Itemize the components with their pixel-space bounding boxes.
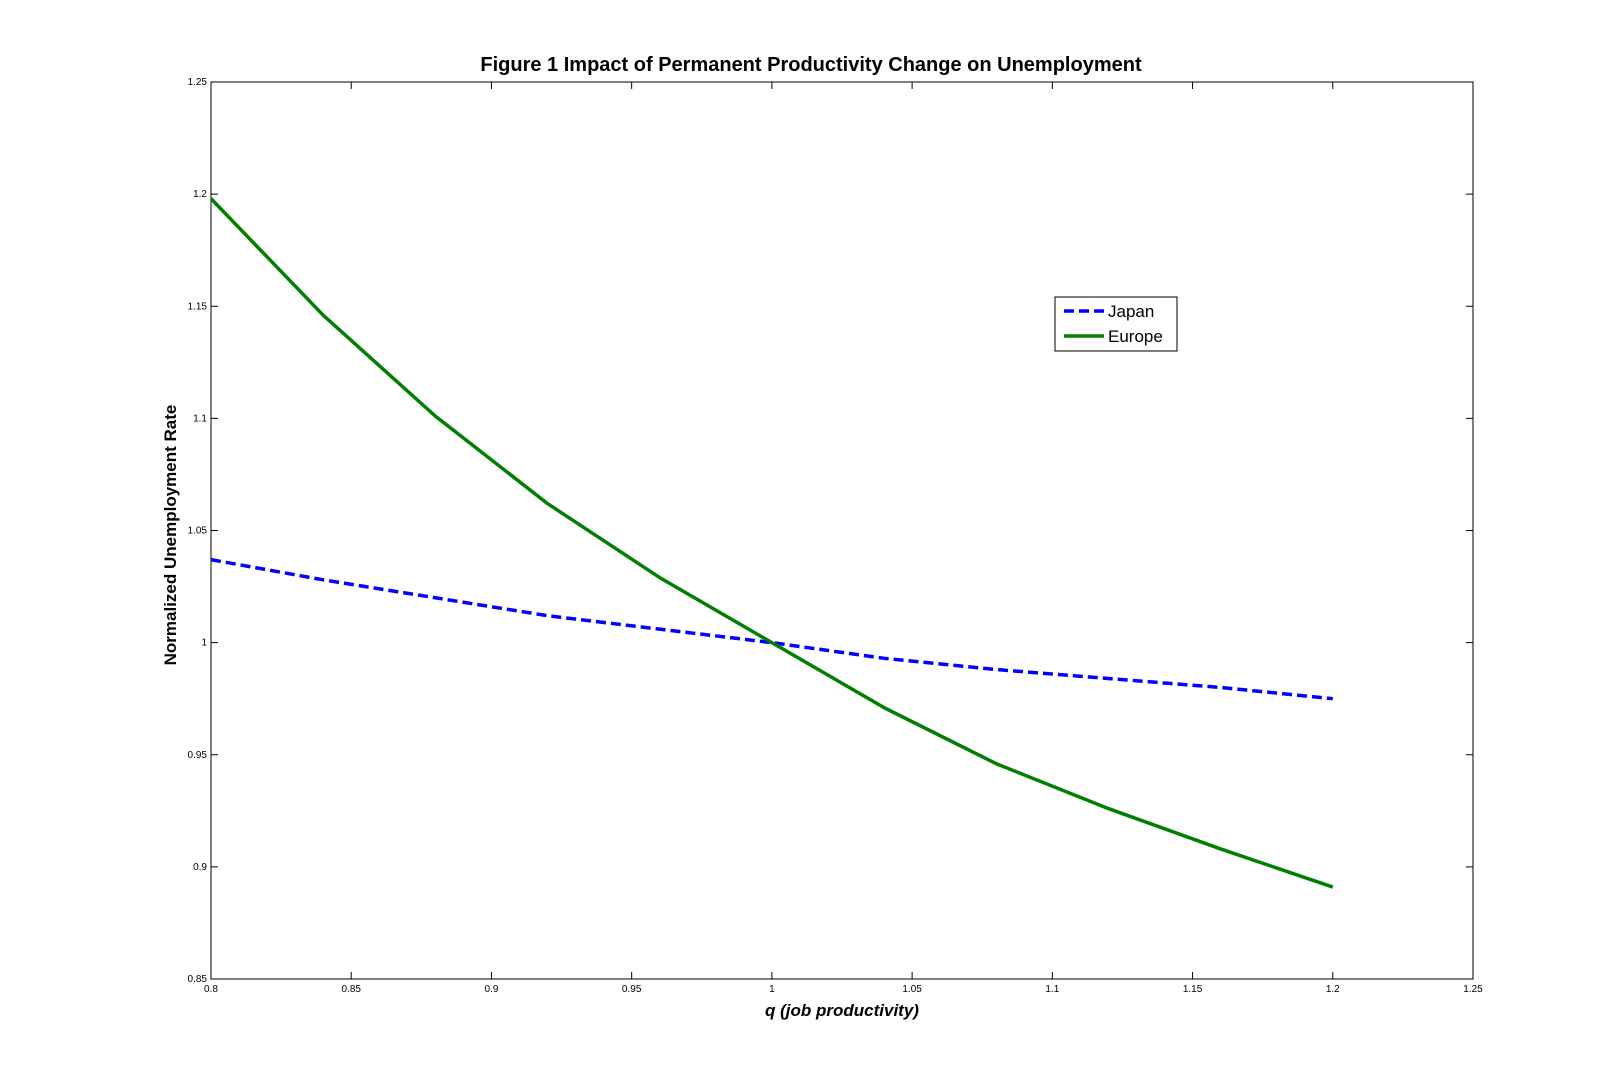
x-tick-label: 1.05: [902, 984, 922, 995]
x-tick-label: 1.1: [1045, 984, 1059, 995]
y-tick-label: 0.9: [193, 862, 207, 873]
series-layer: [209, 197, 1334, 889]
y-tick-label: 1.25: [188, 77, 208, 88]
y-tick-label: 1.15: [188, 301, 208, 312]
legend-label-japan: Japan: [1108, 302, 1154, 321]
y-tick-label: 0.85: [188, 974, 208, 985]
y-tick-label: 1: [201, 638, 207, 649]
series-line-europe: [209, 197, 1334, 889]
y-tick-label: 1.1: [193, 413, 207, 424]
x-tick-label: 0.85: [341, 984, 361, 995]
axis-ticks: 0.8 0.85 0.9 0.95 1 1.05 1.1 1.15 1.2 1.250.850.9…: [188, 77, 1484, 995]
legend-label-europe: Europe: [1108, 327, 1163, 346]
legend: Japan Europe: [1054, 296, 1178, 352]
x-tick-label: 1: [769, 984, 775, 995]
y-tick-label: 1.2: [193, 189, 207, 200]
x-tick-label: 0.9: [484, 984, 498, 995]
x-tick-label: 0.95: [622, 984, 642, 995]
x-tick-label: 1.25: [1463, 984, 1483, 995]
y-axis-label: Normalized Unemployment Rate: [161, 405, 180, 666]
x-tick-label: 1.15: [1183, 984, 1203, 995]
chart-title: Figure 1 Impact of Permanent Productivit…: [480, 54, 1142, 76]
series-line-japan: [210, 557, 1333, 701]
plot-area: [210, 81, 1474, 980]
legend-box: [1054, 296, 1178, 352]
x-tick-label: 0.8: [204, 984, 218, 995]
y-tick-label: 1.05: [188, 526, 208, 537]
x-axis-label: q (job productivity): [765, 1001, 919, 1020]
x-tick-label: 1.2: [1326, 984, 1340, 995]
y-tick-label: 0.95: [188, 750, 208, 761]
